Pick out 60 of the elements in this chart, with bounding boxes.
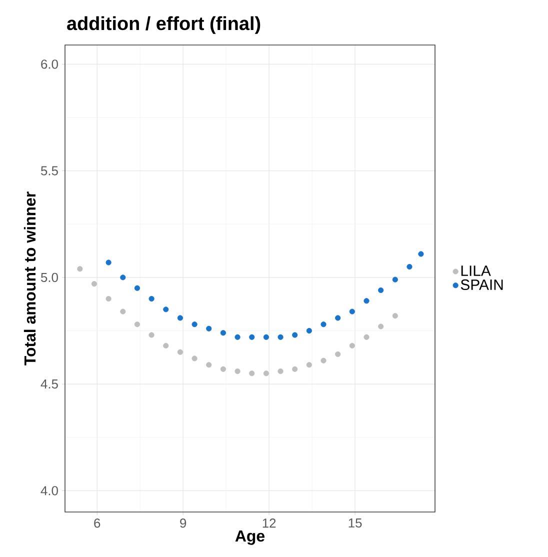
y-tick-label: 5.0 [40, 272, 58, 282]
point [392, 313, 398, 319]
x-tick-label: 15 [348, 518, 362, 528]
point [392, 276, 398, 282]
point [192, 356, 198, 362]
x-tick-label: 6 [94, 518, 100, 528]
point [77, 266, 83, 272]
point [234, 368, 240, 374]
point [163, 306, 169, 312]
point [91, 281, 98, 287]
point [120, 274, 126, 280]
point [106, 260, 112, 266]
point [278, 334, 284, 340]
x-tick-label: 9 [180, 518, 186, 528]
point [234, 334, 240, 340]
point [306, 328, 312, 334]
point [220, 366, 226, 372]
x-tick-label: 12 [262, 518, 276, 528]
point [418, 251, 424, 257]
point [106, 296, 112, 302]
point [148, 296, 154, 302]
point [220, 330, 226, 336]
point [378, 287, 384, 294]
point [206, 362, 212, 368]
point [263, 370, 269, 376]
point [120, 308, 126, 314]
point [177, 349, 184, 355]
point [292, 366, 298, 372]
y-tick-label: 6.0 [41, 60, 58, 69]
point [134, 285, 140, 291]
point [364, 298, 370, 304]
legend-label: SPAIN [460, 279, 503, 290]
point [263, 334, 269, 340]
point [163, 342, 169, 348]
point [320, 358, 326, 364]
chart-title: addition / effort (final) [67, 16, 260, 34]
x-axis-title: Age [235, 530, 265, 545]
point [320, 322, 326, 328]
point [177, 315, 184, 321]
point [192, 322, 198, 328]
y-axis-title: Total amount to winner [24, 192, 36, 366]
legend-label: LILA [461, 266, 491, 276]
point [206, 326, 212, 332]
point [349, 342, 355, 348]
point [364, 334, 370, 340]
point [249, 334, 255, 340]
point [278, 368, 284, 374]
point [249, 370, 255, 376]
point [148, 332, 154, 338]
point [378, 324, 384, 330]
point [335, 315, 341, 321]
point [306, 362, 312, 368]
point [292, 332, 298, 338]
y-tick-label: 4.0 [40, 486, 58, 496]
y-tick-label: 4.5 [40, 380, 58, 389]
point [134, 322, 140, 328]
point [335, 351, 341, 357]
point [406, 264, 412, 270]
point [349, 308, 355, 314]
y-tick-label: 5.5 [40, 166, 58, 176]
